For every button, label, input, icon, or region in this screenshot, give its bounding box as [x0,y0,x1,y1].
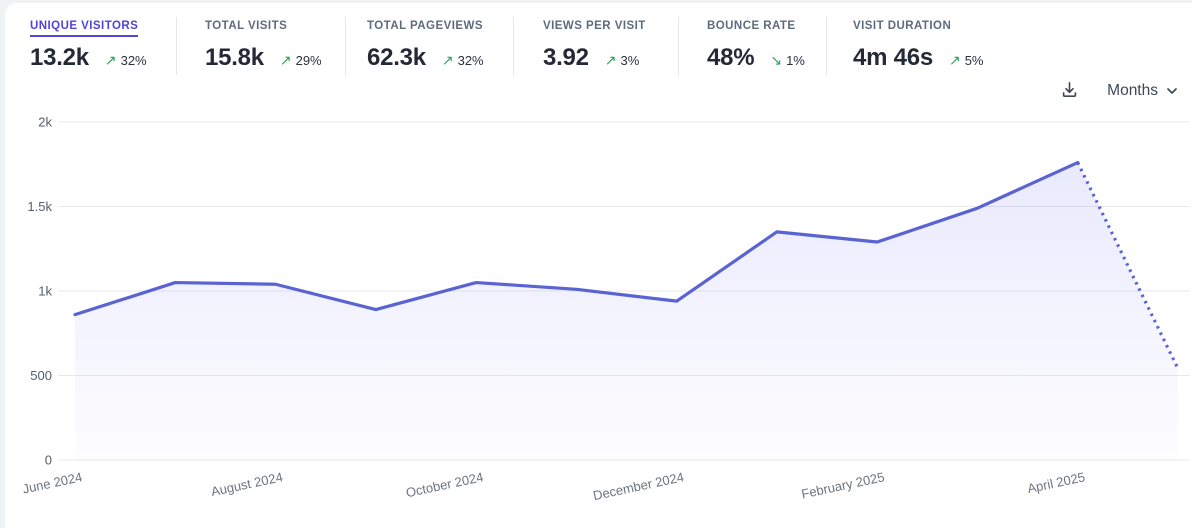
metric-tab[interactable]: TOTAL VISITS 15.8k ↗ 29% [205,16,322,72]
chevron-down-icon [1166,82,1178,100]
trend-arrow-icon: ↗ [441,52,454,68]
metric-row: 4m 46s ↗ 5% [853,44,984,72]
trend-arrow-icon: ↗ [279,52,292,68]
metric-change: 3% [620,53,640,68]
metric-divider [826,17,827,75]
metric-row: 48% ↘ 1% [707,44,805,72]
download-icon [1060,80,1079,102]
metric-tab[interactable]: UNIQUE VISITORS 13.2k ↗ 32% [30,16,147,72]
metric-label: TOTAL VISITS [205,20,288,32]
metric-tab[interactable]: TOTAL PAGEVIEWS 62.3k ↗ 32% [367,16,484,72]
metric-label: TOTAL PAGEVIEWS [367,20,483,32]
trend-arrow-icon: ↗ [104,52,117,68]
metric-row: 62.3k ↗ 32% [367,44,484,72]
metric-value: 48% [707,44,755,71]
metric-label: BOUNCE RATE [707,20,796,32]
metric-value: 4m 46s [853,44,933,71]
metric-value: 62.3k [367,44,426,71]
metric-change-group: ↗ 3% [605,52,640,69]
metric-value: 15.8k [205,44,264,71]
trend-arrow-icon: ↗ [948,52,961,68]
metric-change: 1% [786,53,805,68]
trend-arrow-icon: ↗ [604,52,617,68]
metric-tab[interactable]: BOUNCE RATE 48% ↘ 1% [707,16,805,72]
metric-divider [345,17,346,75]
metric-row: 15.8k ↗ 29% [205,44,322,72]
metric-tab[interactable]: VIEWS PER VISIT 3.92 ↗ 3% [543,16,646,72]
metric-change: 32% [120,53,147,68]
download-button[interactable] [1056,76,1083,106]
metric-row: 13.2k ↗ 32% [30,44,147,72]
interval-dropdown[interactable]: Months [1107,82,1178,100]
metric-value: 3.92 [543,44,589,71]
interval-label: Months [1107,82,1158,99]
metric-row: 3.92 ↗ 3% [543,44,646,72]
metric-divider [678,17,679,75]
metric-divider [513,17,514,75]
metric-change-group: ↘ 1% [770,52,805,69]
metric-divider [176,17,177,75]
metric-label: UNIQUE VISITORS [30,20,139,37]
metric-change-group: ↗ 29% [280,52,322,69]
chart-toolbar: Months [1056,76,1178,106]
trend-arrow-icon: ↘ [770,52,783,68]
metric-change: 32% [457,53,484,68]
metric-change: 5% [964,53,984,68]
metric-change-group: ↗ 32% [105,52,147,69]
metrics-bar: UNIQUE VISITORS 13.2k ↗ 32% TOTAL VISITS… [0,0,1192,90]
metric-value: 13.2k [30,44,89,71]
metric-change: 29% [295,53,322,68]
metric-label: VIEWS PER VISIT [543,20,646,32]
metric-tab[interactable]: VISIT DURATION 4m 46s ↗ 5% [853,16,984,72]
metric-change-group: ↗ 32% [442,52,484,69]
metric-label: VISIT DURATION [853,20,952,32]
metric-change-group: ↗ 5% [949,52,984,69]
